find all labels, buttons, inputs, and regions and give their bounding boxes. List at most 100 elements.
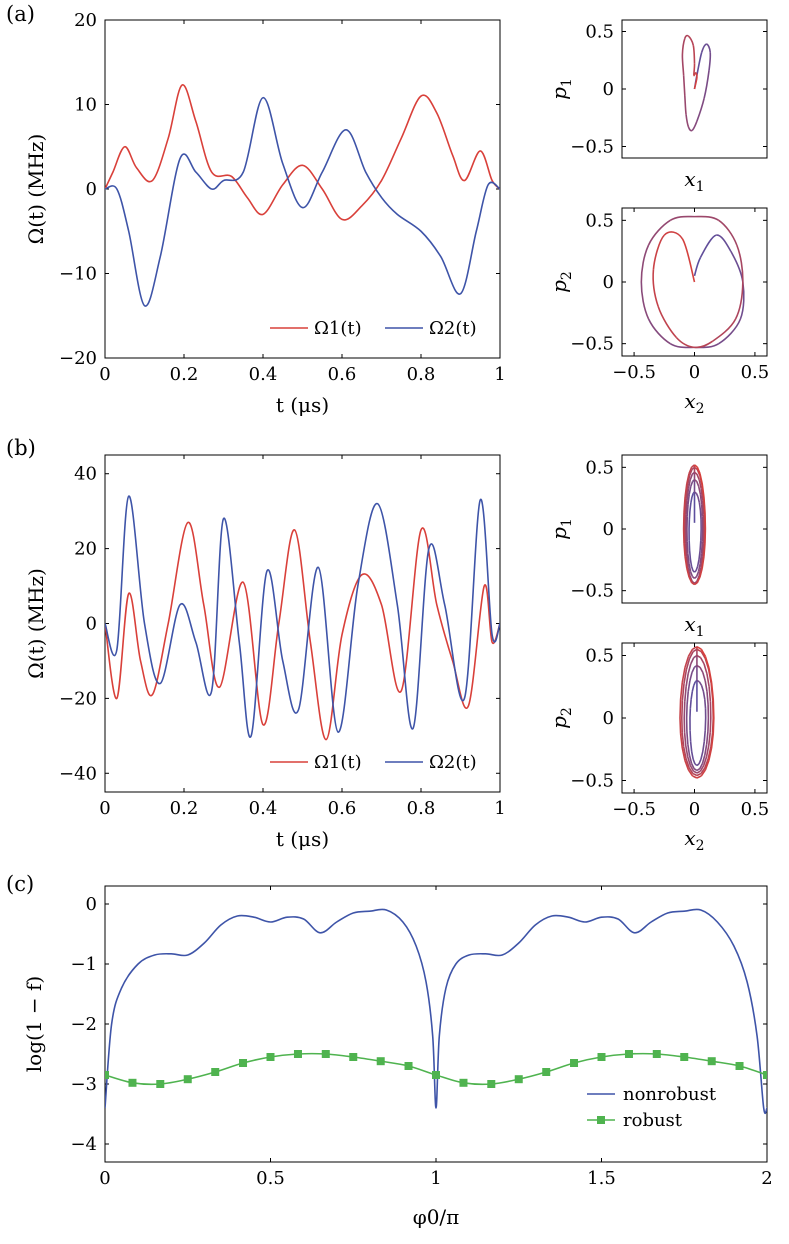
trajectory-segment [699, 657, 705, 665]
trajectory-segment [690, 496, 693, 503]
x-tick-label: 0.6 [328, 798, 357, 819]
trajectory-segment [684, 745, 689, 758]
x-axis-label: t (μs) [276, 827, 329, 851]
trajectory-segment [700, 767, 706, 774]
trajectory-segment [689, 473, 694, 481]
trajectory-segment [701, 741, 706, 752]
x-tick-label: 1 [494, 798, 505, 819]
y-tick-label: −20 [59, 348, 97, 369]
series-marker [707, 1057, 716, 1066]
x-tick-label: 0.4 [249, 364, 278, 385]
y-tick-label: −3 [70, 1074, 97, 1095]
trajectory-segment [689, 571, 694, 577]
trajectory-segment [684, 556, 688, 569]
trajectory-segment [699, 540, 702, 551]
series-marker [542, 1068, 551, 1076]
trajectory-segment [684, 656, 690, 668]
trajectory-segment [694, 466, 698, 471]
trajectory-segment [697, 496, 701, 504]
series-marker [293, 1050, 302, 1058]
trajectory-segment [703, 70, 710, 99]
trajectory-segment [695, 481, 700, 487]
trajectory-segment [696, 559, 700, 567]
axes-5: −0.5 0 0.5 −0.5 0 0.5 x2 p2 [547, 642, 770, 854]
trajectory-segment [687, 35, 695, 46]
x-tick-label: 0.5 [741, 799, 770, 820]
legend-label: nonrobust [623, 1084, 717, 1105]
trajectory-segment [686, 556, 689, 568]
trajectory-segment [683, 496, 686, 513]
trajectory-segment [689, 765, 695, 772]
trajectory-segment [696, 466, 701, 474]
trajectory-segment [682, 75, 686, 96]
trajectory-segment [683, 543, 686, 557]
trajectory-segment [698, 502, 702, 511]
trajectory-segment [681, 54, 685, 76]
trajectory-segment [700, 504, 704, 517]
y-axis-label: p1 [547, 518, 575, 540]
trajectory-segment [692, 646, 698, 650]
trajectory-segment [695, 72, 698, 78]
trajectory-segment [679, 699, 682, 719]
trajectory-segment [675, 336, 695, 349]
trajectory-segment [693, 681, 697, 686]
trajectory-segment [684, 95, 687, 115]
x-axis-label: x2 [684, 389, 704, 417]
trajectory-segment [707, 746, 712, 759]
trajectory-segment [700, 541, 704, 554]
trajectory-segment [696, 473, 701, 481]
trajectory-segment [693, 570, 697, 573]
trajectory-segment [709, 717, 712, 733]
series-marker [624, 1050, 633, 1058]
trajectory-segment [688, 486, 692, 495]
trajectory-segment [686, 568, 690, 578]
y-tick-label: −2 [70, 1014, 97, 1035]
trajectory-segment [695, 571, 700, 577]
trajectory-segment [701, 542, 705, 557]
trajectory-segment [700, 488, 704, 501]
y-tick-label: 0 [603, 79, 614, 100]
series-marker [266, 1053, 275, 1061]
trajectory-segment [685, 500, 688, 515]
trajectory-segment [694, 679, 698, 683]
trajectory-segment [704, 680, 708, 692]
x-tick-label: 0 [689, 799, 700, 820]
trajectory-segment [700, 556, 704, 568]
series-line-Ω1(t) [105, 521, 500, 741]
trajectory-segment [708, 686, 712, 702]
trajectory-segment [683, 669, 688, 684]
trajectory-segment [669, 215, 695, 222]
trajectory-segment [687, 663, 692, 675]
y-tick-label: −0.5 [570, 771, 614, 792]
legend-label: Ω2(t) [429, 752, 477, 773]
trajectory-segment [694, 763, 698, 767]
trajectory-segment [692, 772, 698, 777]
trajectory-segment [687, 744, 691, 756]
trajectory-segment [696, 770, 701, 774]
legend: Ω1(t) Ω2(t) [270, 752, 477, 773]
trajectory-segment [712, 717, 715, 734]
plot-frame [621, 642, 768, 794]
y-tick-label: −0.5 [570, 334, 614, 355]
trajectory-segment [684, 483, 688, 498]
trajectory-segment [700, 651, 706, 659]
legend-marker [597, 1116, 605, 1124]
trajectory-segment [652, 234, 665, 270]
trajectory-segment [686, 504, 689, 517]
trajectory-segment [696, 576, 701, 583]
trajectory-segment [692, 491, 696, 494]
trajectory-segment [704, 656, 710, 668]
trajectory-segment [703, 496, 706, 513]
legend-label: robust [623, 1110, 683, 1131]
x-tick-label: 0.5 [741, 362, 770, 383]
y-tick-label: −0.5 [570, 581, 614, 602]
trajectory-segment [686, 475, 691, 486]
x-tick-label: 0.8 [407, 798, 436, 819]
trajectory-segment [681, 38, 686, 55]
trajectory-segment [687, 494, 691, 505]
trajectory-segment [694, 471, 698, 475]
trajectory-segment [685, 114, 690, 128]
trajectory-segment [690, 657, 695, 665]
y-axis-label: p1 [547, 78, 575, 100]
trajectory-segment [692, 758, 696, 765]
